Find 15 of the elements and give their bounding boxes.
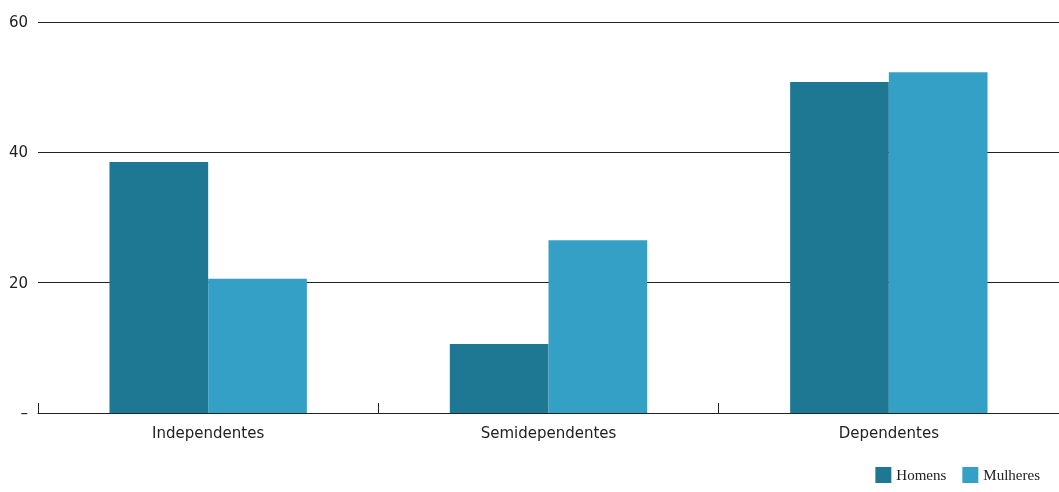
x-tick-label: Dependentes [838, 423, 940, 442]
legend-label: Homens [896, 467, 947, 483]
y-tick-label: 20 [8, 273, 28, 292]
y-tick-label: 40 [8, 143, 28, 162]
bar [790, 81, 889, 413]
bar [548, 240, 648, 413]
x-tick-label: Semidependentes [480, 423, 617, 442]
bar [888, 72, 988, 413]
bar [109, 162, 209, 413]
y-tick-label: 60 [8, 13, 28, 31]
bar [449, 343, 549, 413]
x-tick-label: Independentes [152, 423, 265, 442]
y-tick-label: – [20, 404, 28, 422]
legend-label: Mulheres [983, 467, 1041, 483]
bar [208, 278, 307, 413]
